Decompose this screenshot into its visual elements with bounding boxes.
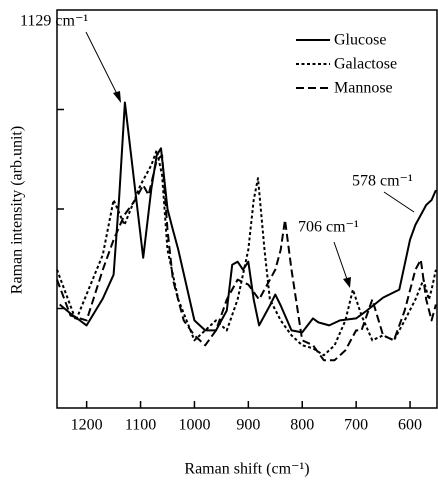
arrow-head [113, 91, 121, 103]
annotation-arrow [333, 241, 349, 283]
x-tick-label: 1200 [71, 417, 103, 434]
legend-label: Glucose [334, 32, 386, 49]
annotation-arrow [383, 191, 415, 213]
x-tick-label: 700 [344, 417, 368, 434]
x-tick-label: 1100 [125, 417, 156, 434]
series-line [56, 154, 437, 362]
x-tick-label: 800 [290, 417, 314, 434]
arrow-head [343, 277, 351, 288]
x-tick-label: 900 [236, 417, 260, 434]
legend-label: Mannose [334, 80, 393, 97]
x-axis-label: Raman shift (cm⁻¹) [184, 461, 309, 478]
annotation: 1129 cm⁻¹ [20, 13, 88, 30]
x-tick-label: 1000 [178, 417, 210, 434]
legend-label: Galactose [334, 56, 397, 73]
series-line [59, 101, 437, 334]
x-tick-label: 600 [398, 417, 422, 434]
annotation: 706 cm⁻¹ [298, 219, 359, 236]
annotation-arrow [85, 31, 120, 99]
annotation: 578 cm⁻¹ [352, 173, 413, 190]
y-axis-label: Raman intensity (arb.unit) [9, 126, 26, 294]
